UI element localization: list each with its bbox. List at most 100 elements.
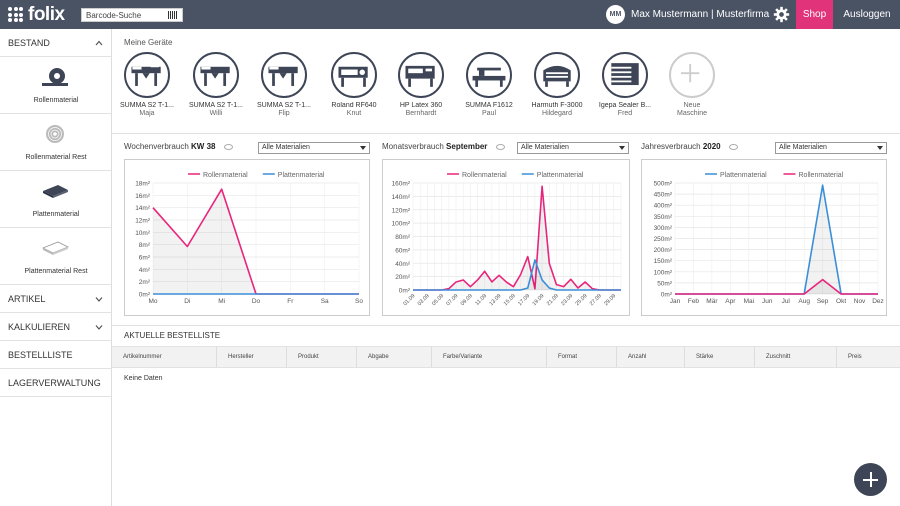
y-tick-label: 200m²	[654, 247, 673, 254]
eye-icon[interactable]	[223, 143, 233, 150]
machine-name: SUMMA S2 T-1...	[257, 102, 311, 109]
column-header[interactable]: Anzahl	[617, 347, 685, 367]
empty-table-text: Keine Daten	[124, 375, 163, 382]
x-tick-label: Jul	[782, 298, 791, 305]
column-header[interactable]: Stärke	[685, 347, 755, 367]
y-tick-label: 250m²	[654, 236, 673, 243]
stock-item-label: Rollenmaterial	[33, 97, 79, 104]
sidebar-item-kalkulieren[interactable]: KALKULIEREN	[0, 313, 111, 341]
weekly-chart-svg: Rollenmaterial Plattenmaterial 0m² 2m² 4m² 6m…	[135, 172, 363, 305]
devices-title: Meine Geräte	[124, 38, 173, 47]
laminator-machine-icon	[534, 52, 580, 98]
x-tick-label: 29.09	[603, 293, 617, 307]
column-header[interactable]: Abgabe	[357, 347, 432, 367]
barcode-search-input[interactable]: Barcode-Suche	[81, 8, 183, 22]
machine-name: SUMMA F1612	[465, 102, 513, 109]
add-button[interactable]	[854, 463, 887, 496]
machine-nickname: Flip	[278, 110, 290, 117]
shop-button[interactable]: Shop	[796, 0, 833, 29]
logout-button[interactable]: Ausloggen	[843, 9, 891, 20]
plus-icon	[669, 52, 715, 98]
x-tick-label: Apr	[725, 298, 736, 305]
sidebar-item-label: KALKULIEREN	[8, 322, 71, 332]
series-area	[675, 279, 878, 294]
stock-item-plattenmaterial[interactable]: Plattenmaterial	[0, 171, 111, 228]
x-tick-label: Mo	[148, 298, 157, 305]
machine-name: Igepa Sealer B...	[598, 102, 652, 109]
printer-machine-icon	[398, 52, 444, 98]
series-area	[675, 185, 878, 294]
y-tick-label: 500m²	[654, 181, 673, 188]
weekly-material-select[interactable]: Alle Materialien	[258, 142, 370, 154]
x-tick-label: 03.09	[417, 293, 431, 307]
column-header[interactable]: Farbe/Variante	[432, 347, 547, 367]
yearly-period: 2020	[702, 142, 721, 151]
chevron-down-icon	[95, 325, 103, 330]
machine-card[interactable]: Roland RF640 Knut	[325, 52, 383, 117]
machine-nickname: Willi	[209, 110, 223, 117]
series-area	[153, 189, 359, 294]
machine-card[interactable]: SUMMA S2 T-1... Flip	[255, 52, 313, 117]
y-tick-label: 450m²	[654, 192, 673, 199]
stock-item-label: Plattenmaterial Rest	[24, 268, 88, 275]
sidebar-item-bestellliste[interactable]: BESTELLLISTE	[0, 341, 111, 369]
machine-card[interactable]: SUMMA S2 T-1... Maja	[118, 52, 176, 117]
legend-label: Plattenmaterial	[278, 172, 325, 179]
add-machine-label-line1: Neue	[683, 102, 701, 109]
machine-card[interactable]: Harmuth F-3000 Hildegard	[528, 52, 586, 117]
sidebar-item-label: LAGERVERWALTUNG	[8, 378, 101, 388]
column-header[interactable]: Zuschnitt	[755, 347, 837, 367]
machine-card[interactable]: SUMMA S2 T-1... Willi	[187, 52, 245, 117]
stock-item-rollenmaterial[interactable]: Rollenmaterial	[0, 57, 111, 114]
sealer-machine-icon	[602, 52, 648, 98]
sidebar-item-bestand[interactable]: BESTAND	[0, 29, 111, 57]
x-tick-label: 23.09	[560, 293, 574, 307]
machine-nickname: Bernhardt	[405, 110, 437, 117]
y-tick-label: 120m²	[392, 207, 411, 214]
y-tick-label: 140m²	[392, 194, 411, 201]
x-tick-label: Dez	[872, 298, 884, 305]
x-tick-label: 21.09	[546, 293, 560, 307]
stock-item-plattenmaterial-rest[interactable]: Plattenmaterial Rest	[0, 228, 111, 285]
machine-card[interactable]: HP Latex 360 Bernhardt	[392, 52, 450, 117]
column-header[interactable]: Format	[547, 347, 617, 367]
x-tick-label: 09.09	[460, 293, 474, 307]
user-menu[interactable]: MM Max Mustermann | Musterfirma	[606, 5, 769, 24]
column-header[interactable]: Preis	[848, 354, 862, 360]
x-tick-label: Sep	[817, 298, 829, 305]
chevron-down-icon	[95, 297, 103, 302]
orders-title: AKTUELLE BESTELLISTE	[124, 331, 221, 340]
y-tick-label: 16m²	[135, 193, 151, 200]
yearly-chart-header: Jahresverbrauch 2020	[641, 142, 738, 151]
machine-nickname: Maja	[139, 110, 155, 117]
monthly-chart: Rollenmaterial Plattenmaterial 0m² 20m² 40m²…	[382, 159, 630, 316]
y-tick-label: 40m²	[395, 261, 411, 268]
column-header[interactable]: Artikelnummer	[112, 347, 217, 367]
sidebar-item-lagerverwaltung[interactable]: LAGERVERWALTUNG	[0, 369, 111, 397]
column-header[interactable]: Hersteller	[217, 347, 287, 367]
column-header[interactable]: Produkt	[287, 347, 357, 367]
monthly-material-select[interactable]: Alle Materialien	[517, 142, 629, 154]
x-tick-label: Jun	[762, 298, 773, 305]
folix-logo[interactable]: folix	[8, 5, 65, 24]
add-machine-button[interactable]: Neue Maschine	[663, 52, 721, 117]
eye-icon[interactable]	[728, 143, 738, 150]
barcode-icon[interactable]	[168, 11, 178, 19]
sidebar: BESTAND Rollenmaterial Rollenmaterial Re…	[0, 29, 112, 506]
logo-text: folix	[28, 4, 65, 25]
y-tick-label: 160m²	[392, 181, 411, 188]
yearly-material-select[interactable]: Alle Materialien	[775, 142, 887, 154]
eye-icon[interactable]	[495, 143, 505, 150]
stock-item-rollenmaterial-rest[interactable]: Rollenmaterial Rest	[0, 114, 111, 171]
machine-card[interactable]: Igepa Sealer B... Fred	[596, 52, 654, 117]
y-tick-label: 8m²	[139, 242, 151, 249]
sidebar-item-artikel[interactable]: ARTIKEL	[0, 285, 111, 313]
y-tick-label: 80m²	[395, 234, 411, 241]
gear-icon[interactable]	[773, 6, 790, 23]
machine-card[interactable]: SUMMA F1612 Paul	[460, 52, 518, 117]
y-tick-label: 50m²	[657, 280, 673, 287]
y-tick-label: 6m²	[139, 255, 151, 262]
machine-nickname: Fred	[617, 110, 633, 117]
plate-rest-icon	[42, 241, 69, 255]
legend-label: Rollenmaterial	[462, 172, 507, 179]
